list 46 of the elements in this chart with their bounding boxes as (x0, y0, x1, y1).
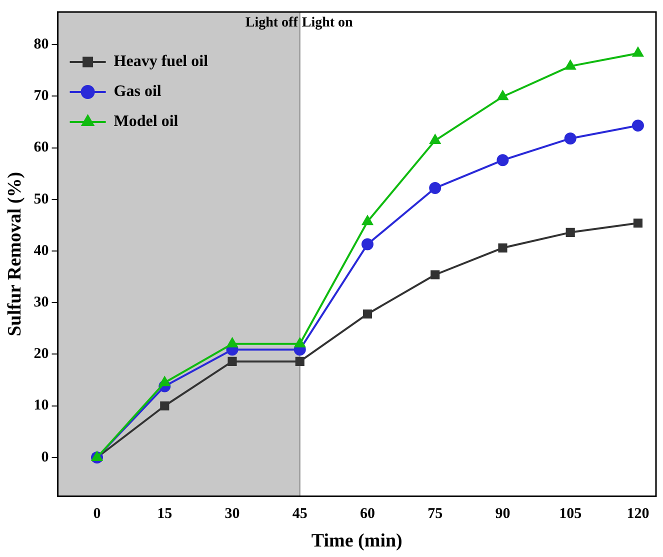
x-tick-label: 60 (360, 506, 375, 522)
point (228, 356, 237, 366)
ref-line-label: Light on (302, 16, 354, 31)
point (632, 120, 644, 132)
y-tick-label: 30 (34, 294, 49, 310)
y-tick-label: 50 (34, 191, 49, 208)
point (362, 216, 373, 226)
point (497, 90, 508, 100)
y-tick-label: 60 (34, 140, 49, 156)
point (429, 182, 442, 194)
point (226, 338, 238, 348)
point (362, 309, 372, 319)
point (430, 134, 440, 144)
x-axis-title: Time (min) (311, 530, 402, 552)
x-tick-label: 0 (93, 506, 101, 522)
y-tick-label: 0 (41, 449, 49, 466)
point (498, 243, 508, 252)
x-tick-label: 45 (292, 506, 308, 522)
point (159, 376, 170, 386)
x-tick-label: 30 (224, 506, 240, 522)
point (294, 338, 306, 348)
point (564, 132, 576, 144)
x-tick-label: 75 (428, 506, 443, 522)
point (160, 401, 170, 410)
band-label: Light off (245, 16, 298, 31)
legend-label: Gas oil (114, 83, 162, 100)
y-tick-label: 80 (34, 36, 49, 52)
point (633, 218, 643, 228)
y-axis-title: Sulfur Removal (%) (4, 172, 26, 336)
point (632, 47, 644, 57)
legend-label: Model oil (114, 113, 179, 130)
y-tick-label: 40 (34, 242, 49, 259)
point (566, 228, 575, 237)
point (565, 60, 576, 70)
legend-label: Heavy fuel oil (114, 53, 209, 70)
point (430, 270, 440, 280)
x-tick-label: 15 (157, 506, 172, 522)
y-tick-label: 70 (34, 88, 49, 104)
x-tick-label: 105 (559, 506, 582, 522)
y-tick-label: 20 (34, 346, 49, 362)
y-tick-label: 10 (34, 398, 49, 414)
point (361, 238, 374, 250)
x-tick-label: 120 (626, 506, 650, 522)
x-tick-label: 90 (495, 506, 510, 522)
point (295, 356, 304, 366)
point (496, 154, 509, 166)
